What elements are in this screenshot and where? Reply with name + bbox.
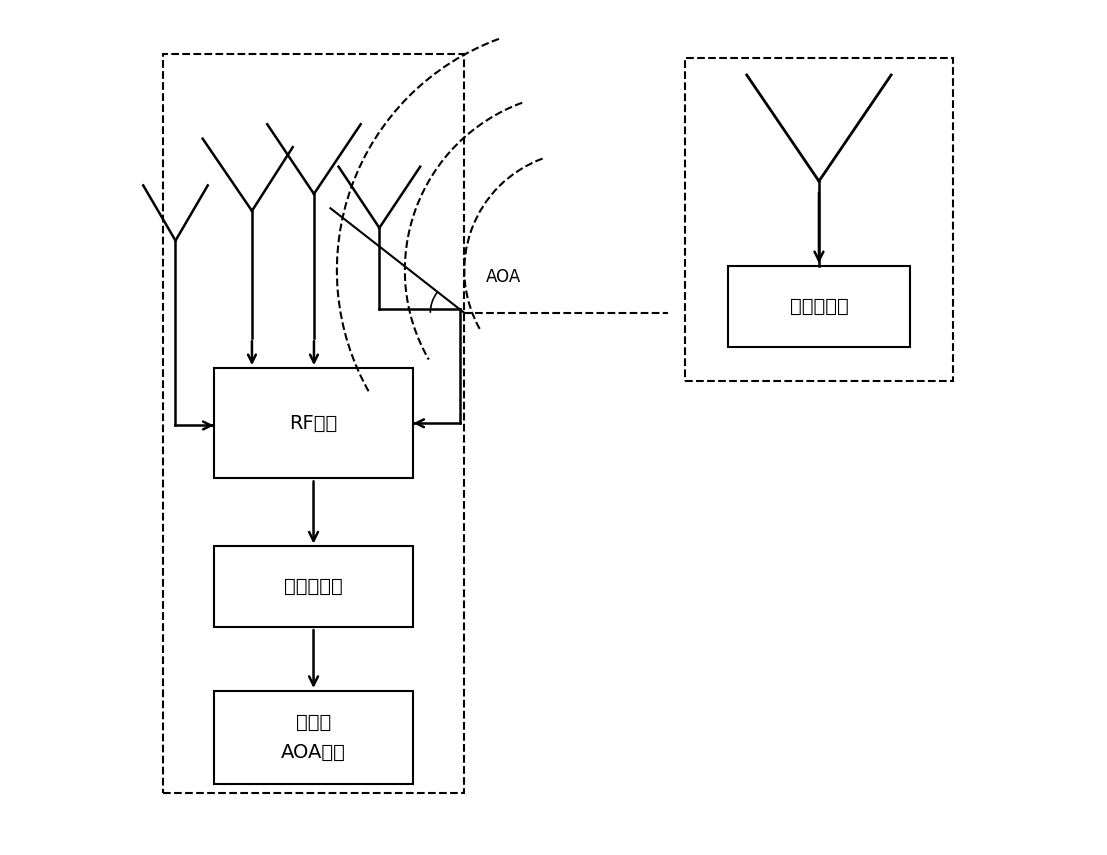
Bar: [214, 546, 413, 627]
Text: 蓝牙发射端: 蓝牙发射端: [789, 297, 848, 316]
Text: 蓝牙接收端: 蓝牙接收端: [284, 577, 343, 596]
Text: RF切换: RF切换: [289, 414, 338, 433]
Text: AOA估计: AOA估计: [281, 743, 346, 763]
Bar: [214, 691, 413, 784]
Bar: [685, 58, 953, 380]
Text: AOA: AOA: [486, 268, 520, 286]
Text: 处理器: 处理器: [296, 713, 331, 732]
Bar: [727, 266, 910, 347]
Bar: [214, 368, 413, 479]
Bar: [163, 54, 464, 793]
